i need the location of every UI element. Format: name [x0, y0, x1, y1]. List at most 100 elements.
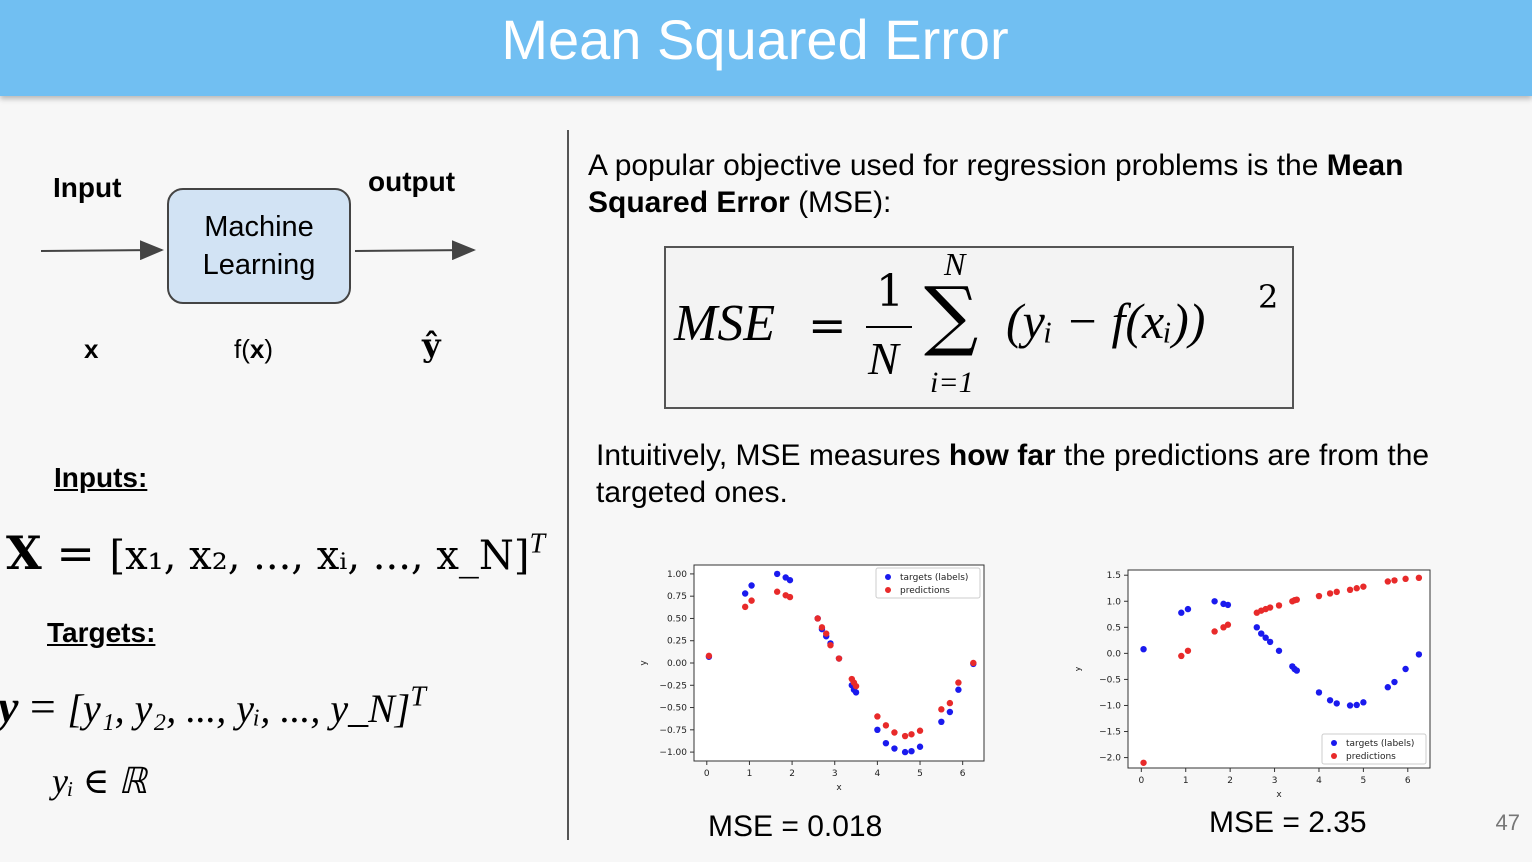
fx-suffix: ) [264, 334, 274, 364]
description-paragraph: Intuitively, MSE measures how far the pr… [596, 437, 1476, 511]
y-formula-lhs: y [0, 681, 19, 732]
target-point [891, 745, 898, 752]
prediction-point [705, 652, 713, 660]
prediction-point [773, 588, 781, 595]
prediction-point [1266, 604, 1274, 611]
x-tick-label: 5 [1361, 776, 1367, 786]
y-tick-label: 0.75 [667, 592, 687, 602]
prediction-point [1333, 588, 1340, 596]
target-point [741, 590, 749, 597]
slide-title: Mean Squared Error [501, 8, 1009, 71]
prediction-point [786, 593, 794, 601]
y-tick-label: −1.00 [659, 748, 687, 758]
prediction-point [874, 713, 881, 720]
prediction-point [741, 603, 749, 611]
y-tick-label: −1.5 [1099, 728, 1121, 738]
desc-pre: Intuitively, MSE measures [596, 439, 949, 472]
box-line-2: Learning [202, 249, 316, 281]
target-point [1258, 630, 1265, 637]
mse-label-high: MSE = 2.35 [1209, 806, 1367, 839]
sum-bottom: i=1 [930, 366, 974, 399]
prediction-point [835, 655, 843, 662]
target-point [852, 689, 860, 696]
y-axis-label: y [1076, 666, 1083, 672]
x-formula-body: [x₁, x₂, ..., xᵢ, ..., x_N] [109, 533, 530, 579]
prediction-point [1275, 602, 1283, 609]
x-tick-label: 0 [1138, 776, 1144, 786]
target-point [1415, 651, 1423, 658]
x-tick-label: 2 [1227, 776, 1233, 786]
x-formula-eq: = [56, 526, 95, 580]
prediction-point [823, 630, 830, 637]
target-point [1211, 598, 1218, 605]
mse-formula-box: MSE = 1 N N ∑ i=1 (yᵢ − f(xᵢ)) 2 [664, 246, 1294, 409]
target-point [1275, 647, 1283, 654]
x-tick-label: 3 [832, 769, 838, 779]
prediction-point [916, 727, 924, 734]
y-tick-label: 0.5 [1107, 623, 1121, 633]
y-formula: y = [y₁, y₂, ..., yᵢ, ..., y_N]T [0, 680, 426, 733]
target-point [882, 739, 890, 747]
target-point [1224, 601, 1232, 609]
x-formula: X = [x₁, x₂, ..., xᵢ, ..., x_N]T [6, 526, 545, 580]
target-point [1391, 678, 1398, 686]
target-point [1253, 624, 1260, 631]
y-tick-label: 0.0 [1107, 649, 1122, 659]
x-tick-label: 1 [1183, 776, 1189, 786]
prediction-point [891, 729, 898, 736]
flow-arrows [40, 240, 476, 261]
y-tick-label: 1.00 [667, 570, 687, 580]
prediction-point [1140, 759, 1147, 766]
target-point [908, 748, 915, 755]
mse-formula-pow: 2 [1258, 278, 1279, 316]
legend-targets-label: targets (labels) [900, 573, 968, 583]
fx-label: f(x) [234, 334, 273, 365]
desc-bold: how far [948, 439, 1056, 472]
prediction-point [748, 597, 755, 604]
mse-formula-num: 1 [876, 266, 904, 317]
prediction-point [946, 699, 954, 707]
sum-top: N [944, 246, 966, 282]
target-point [1326, 697, 1334, 704]
yhat-symbol: ŷ [422, 326, 441, 364]
prediction-point [1391, 577, 1398, 584]
x-tick-label: 0 [704, 769, 710, 779]
intro-paragraph: A popular objective used for regression … [588, 147, 1488, 221]
y-domain: yᵢ ∈ ℝ [52, 761, 147, 801]
mse-formula-body: (yᵢ − f(xᵢ)) [1006, 293, 1206, 349]
y-tick-label: −1.0 [1099, 701, 1121, 711]
legend-targets-marker [885, 574, 891, 580]
target-point [1315, 689, 1323, 696]
legend-predictions-marker [1331, 753, 1337, 759]
target-point [874, 726, 881, 734]
y-tick-label: −0.5 [1099, 675, 1121, 685]
target-point [786, 576, 794, 584]
x-formula-lhs: X [6, 526, 42, 580]
prediction-point [818, 624, 826, 631]
x-tick-label: 4 [1316, 776, 1322, 786]
prediction-point [1224, 621, 1232, 628]
y-formula-body: [y₁, y₂, ..., yᵢ, ..., y_N] [67, 686, 411, 731]
scatter-plot-low-mse: 0 1 2 3 4 5 6 1.00 0.75 0.50 0.25 0.00 −0.25 −0.50 −0.… [639, 564, 985, 793]
target-point [1184, 605, 1192, 613]
prediction-point [882, 722, 890, 729]
prediction-point [908, 731, 915, 738]
prediction-point [938, 706, 945, 713]
y-tick-label: 1.0 [1107, 597, 1122, 607]
x-axis-label: x [1276, 790, 1282, 800]
prediction-point [1402, 575, 1409, 583]
target-point [901, 748, 909, 756]
target-point [1384, 684, 1392, 691]
targets-heading: Targets: [47, 617, 156, 648]
legend-predictions-marker [885, 587, 891, 593]
y-tick-label: 1.5 [1107, 571, 1121, 581]
y-tick-label: −0.50 [659, 704, 687, 714]
x-tick-label: 3 [1272, 776, 1278, 786]
prediction-point [1184, 647, 1192, 654]
intro-pre: A popular objective used for regression … [588, 149, 1327, 182]
x-tick-label: 6 [960, 769, 966, 779]
mse-formula-lhs: MSE [674, 295, 776, 352]
target-point [1333, 700, 1340, 707]
y-tick-label: −0.75 [659, 726, 687, 736]
prediction-point [1360, 583, 1367, 590]
